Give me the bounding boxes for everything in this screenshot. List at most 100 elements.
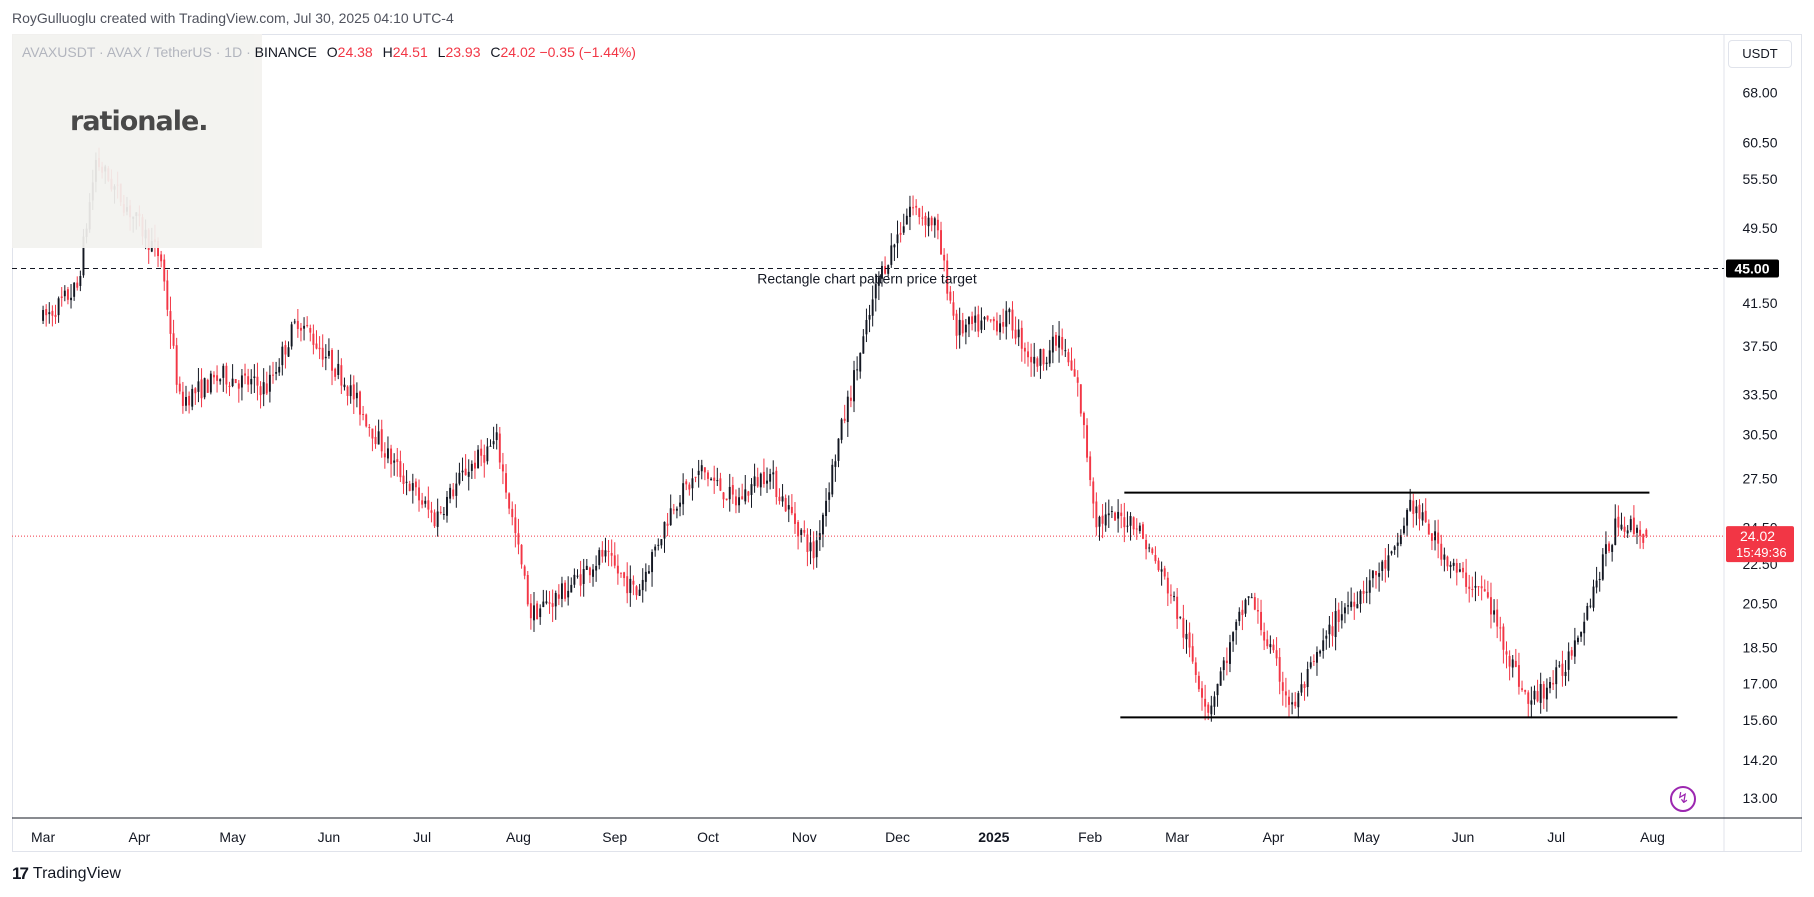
- candle-body[interactable]: [157, 241, 159, 257]
- candle-body[interactable]: [1244, 599, 1247, 614]
- candle-body[interactable]: [1011, 309, 1014, 331]
- candle-body[interactable]: [244, 373, 246, 376]
- candle-body[interactable]: [1030, 356, 1033, 363]
- candle-body[interactable]: [1328, 624, 1331, 635]
- candle-body[interactable]: [828, 492, 831, 500]
- candle-body[interactable]: [349, 385, 352, 397]
- candle-body[interactable]: [1337, 609, 1340, 622]
- candle-body[interactable]: [278, 366, 281, 373]
- candle-body[interactable]: [1462, 567, 1464, 573]
- candle-body[interactable]: [371, 428, 374, 439]
- candle-body[interactable]: [45, 309, 48, 316]
- candle-body[interactable]: [231, 378, 234, 387]
- candle-body[interactable]: [265, 383, 268, 394]
- candle-body[interactable]: [1564, 671, 1567, 677]
- candle-body[interactable]: [250, 378, 253, 385]
- candle-body[interactable]: [672, 509, 675, 511]
- candle-body[interactable]: [1452, 562, 1455, 566]
- candle-body[interactable]: [921, 217, 924, 219]
- candle-body[interactable]: [781, 496, 784, 502]
- candle-body[interactable]: [1409, 499, 1412, 511]
- candle-body[interactable]: [722, 492, 725, 500]
- candle-body[interactable]: [1129, 516, 1132, 526]
- candle-body[interactable]: [1483, 589, 1486, 592]
- candle-body[interactable]: [585, 565, 588, 570]
- candle-body[interactable]: [1632, 517, 1635, 534]
- candle-body[interactable]: [331, 349, 333, 371]
- candle-body[interactable]: [1154, 554, 1157, 562]
- candle-body[interactable]: [1275, 650, 1278, 659]
- candle-body[interactable]: [284, 345, 287, 355]
- candle-body[interactable]: [734, 496, 737, 506]
- candle-body[interactable]: [327, 350, 330, 356]
- candle-body[interactable]: [1527, 692, 1530, 704]
- candle-body[interactable]: [610, 553, 613, 556]
- candle-body[interactable]: [644, 571, 647, 582]
- candle-body[interactable]: [1160, 569, 1163, 572]
- candle-body[interactable]: [964, 324, 967, 333]
- candle-body[interactable]: [188, 395, 191, 406]
- candle-body[interactable]: [1055, 334, 1057, 346]
- candle-body[interactable]: [1238, 611, 1241, 622]
- candle-body[interactable]: [1002, 322, 1005, 327]
- candle-body[interactable]: [762, 471, 765, 485]
- candle-body[interactable]: [1567, 651, 1570, 670]
- candle-body[interactable]: [790, 506, 793, 514]
- candle-body[interactable]: [613, 555, 616, 566]
- candle-body[interactable]: [1508, 655, 1511, 667]
- candle-body[interactable]: [647, 571, 650, 574]
- candle-body[interactable]: [815, 540, 818, 558]
- candle-body[interactable]: [1334, 611, 1337, 637]
- candle-body[interactable]: [268, 374, 271, 392]
- candle-body[interactable]: [1636, 527, 1638, 533]
- symbol-legend[interactable]: AVAXUSDT · AVAX / TetherUS · 1D · BINANC…: [22, 44, 636, 60]
- candle-body[interactable]: [778, 496, 781, 502]
- candle-body[interactable]: [1421, 512, 1424, 521]
- candle-body[interactable]: [1204, 698, 1207, 707]
- candle-body[interactable]: [1089, 456, 1092, 481]
- candle-body[interactable]: [206, 379, 209, 393]
- candle-body[interactable]: [411, 483, 414, 491]
- candle-body[interactable]: [57, 298, 60, 316]
- candle-body[interactable]: [1598, 578, 1601, 581]
- candle-body[interactable]: [219, 379, 222, 382]
- candle-body[interactable]: [989, 319, 992, 321]
- candle-body[interactable]: [1387, 555, 1390, 571]
- candle-body[interactable]: [514, 517, 517, 534]
- candle-body[interactable]: [467, 471, 470, 477]
- candle-body[interactable]: [63, 290, 66, 297]
- candle-body[interactable]: [1247, 596, 1250, 598]
- candle-body[interactable]: [1455, 563, 1458, 573]
- candle-body[interactable]: [775, 470, 778, 498]
- candle-body[interactable]: [1253, 597, 1256, 610]
- candle-body[interactable]: [1023, 347, 1026, 352]
- candle-body[interactable]: [312, 333, 315, 345]
- candle-body[interactable]: [1157, 560, 1160, 571]
- candle-body[interactable]: [1517, 665, 1520, 687]
- candle-body[interactable]: [1589, 605, 1592, 607]
- candle-body[interactable]: [1135, 528, 1138, 530]
- candle-body[interactable]: [163, 259, 166, 282]
- candle-body[interactable]: [1499, 627, 1502, 629]
- candle-body[interactable]: [70, 297, 72, 301]
- candle-body[interactable]: [346, 386, 349, 396]
- candle-body[interactable]: [51, 310, 54, 316]
- candle-body[interactable]: [1443, 554, 1446, 560]
- candle-body[interactable]: [853, 370, 855, 402]
- candle-body[interactable]: [1210, 705, 1213, 715]
- candle-body[interactable]: [784, 498, 787, 512]
- candle-body[interactable]: [1166, 577, 1169, 594]
- candle-body[interactable]: [414, 481, 417, 488]
- candle-body[interactable]: [837, 438, 840, 461]
- candle-body[interactable]: [716, 480, 719, 482]
- candle-body[interactable]: [178, 383, 181, 392]
- candle-body[interactable]: [567, 590, 570, 598]
- candle-body[interactable]: [309, 327, 312, 333]
- candle-body[interactable]: [1272, 644, 1275, 651]
- candle-body[interactable]: [1446, 556, 1449, 567]
- candle-body[interactable]: [1412, 500, 1415, 514]
- candle-body[interactable]: [1182, 618, 1185, 638]
- candle-body[interactable]: [554, 592, 557, 607]
- candle-body[interactable]: [1216, 683, 1219, 696]
- candle-body[interactable]: [946, 260, 949, 294]
